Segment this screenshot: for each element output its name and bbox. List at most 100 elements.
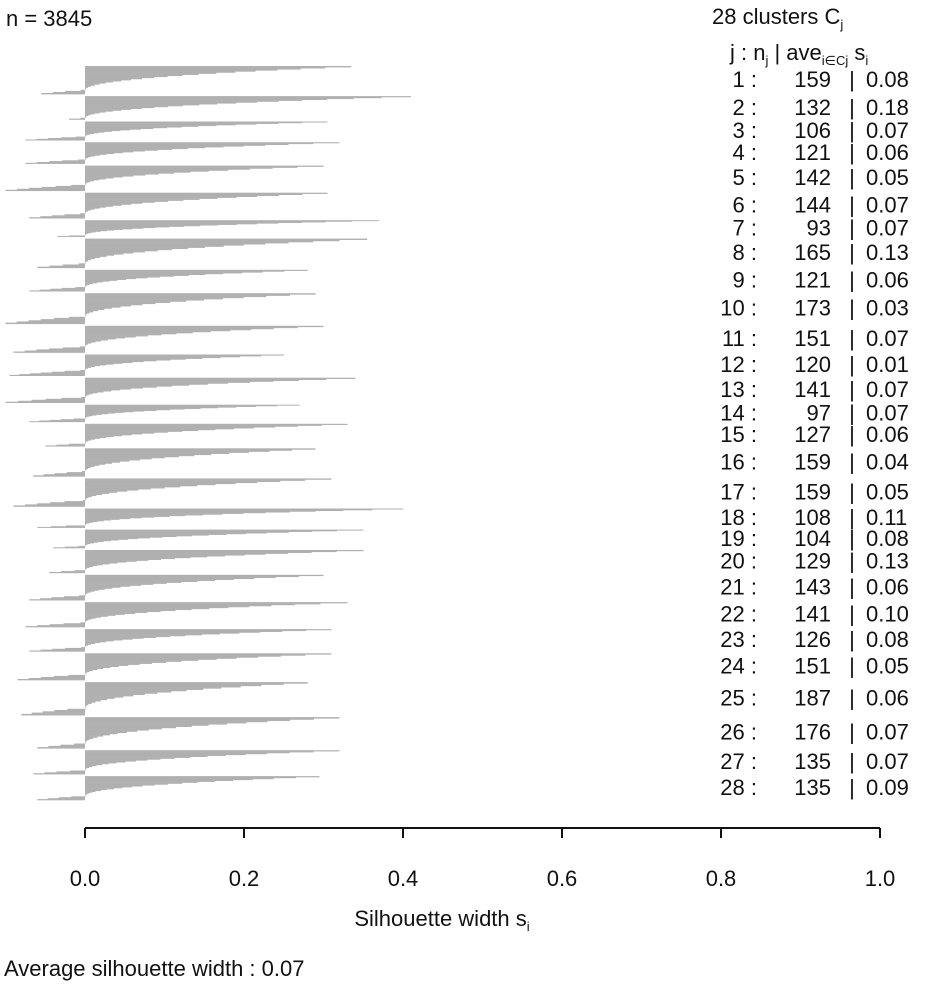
- silhouette-bar: [85, 699, 101, 702]
- silhouette-bar: [85, 224, 237, 225]
- silhouette-bar: [85, 358, 186, 360]
- silhouette-bar: [51, 597, 85, 599]
- silhouette-bar: [82, 471, 85, 473]
- row-j: 24 :: [720, 654, 757, 679]
- silhouette-bar: [85, 330, 211, 333]
- silhouette-bar: [80, 117, 85, 119]
- silhouette-bar: [85, 257, 95, 260]
- cluster-4-bars: [25, 142, 340, 164]
- silhouette-bar: [85, 363, 114, 365]
- silhouette-bar: [85, 271, 263, 273]
- silhouette-bar: [85, 668, 98, 671]
- silhouette-bar: [85, 227, 156, 229]
- silhouette-bar: [85, 531, 289, 533]
- silhouette-bar: [49, 572, 85, 574]
- silhouette-bar: [85, 208, 95, 210]
- silhouette-bar: [85, 260, 88, 262]
- silhouette-bar: [85, 325, 324, 328]
- silhouette-bar: [80, 622, 85, 624]
- silhouette-bar: [85, 610, 161, 613]
- silhouette-bar: [85, 568, 86, 570]
- silhouette-bar: [85, 97, 382, 99]
- silhouette-bar: [85, 98, 328, 100]
- silhouette-bar: [85, 629, 307, 632]
- silhouette-bar: [85, 212, 86, 214]
- silhouette-bar: [64, 596, 85, 598]
- row-n: 165: [794, 240, 831, 265]
- silhouette-bar: [85, 541, 99, 543]
- silhouette-bar: [85, 756, 191, 758]
- silhouette-bar: [85, 732, 118, 735]
- silhouette-bar: [85, 788, 114, 790]
- silhouette-bar: [85, 562, 118, 564]
- silhouette-bar: [85, 429, 216, 431]
- silhouette-bar: [42, 711, 85, 713]
- row-j: 14 :: [720, 400, 757, 425]
- silhouette-bar: [85, 793, 87, 795]
- silhouette-bar: [85, 593, 86, 595]
- silhouette-bar: [85, 534, 209, 536]
- row-sep: |: [849, 400, 855, 425]
- silhouette-bar: [85, 327, 274, 330]
- silhouette-bar: [85, 106, 155, 109]
- silhouette-bar: [85, 176, 123, 178]
- silhouette-bar: [85, 245, 224, 247]
- silhouette-bar: [25, 504, 85, 506]
- row-j: 11 :: [722, 326, 757, 351]
- silhouette-bar: [85, 488, 151, 490]
- silhouette-bar: [85, 279, 118, 281]
- silhouette-bar: [85, 633, 220, 635]
- silhouette-bar: [85, 781, 198, 783]
- silhouette-bar: [85, 75, 168, 78]
- silhouette-bar: [85, 755, 208, 758]
- silhouette-bar: [85, 270, 285, 272]
- row-sep: |: [849, 95, 855, 120]
- silhouette-bar: [16, 321, 86, 323]
- silhouette-bar: [85, 365, 95, 368]
- silhouette-bar: [85, 790, 96, 793]
- silhouette-bar: [85, 760, 136, 762]
- silhouette-bar: [74, 570, 85, 572]
- silhouette-bar: [85, 754, 226, 757]
- silhouette-bar: [85, 520, 104, 522]
- row-sep: |: [849, 165, 855, 190]
- silhouette-bar: [85, 497, 87, 500]
- silhouette-bar: [85, 128, 154, 130]
- silhouette-bar: [85, 467, 88, 470]
- silhouette-bar: [85, 408, 201, 409]
- silhouette-bar: [29, 599, 85, 601]
- silhouette-bar: [85, 480, 281, 482]
- silhouette-bar: [85, 694, 134, 697]
- silhouette-bar: [85, 301, 171, 303]
- silhouette-bar: [85, 550, 364, 552]
- silhouette-bar: [85, 645, 87, 647]
- silhouette-bar: [17, 188, 85, 191]
- silhouette-bar: [68, 443, 85, 445]
- silhouette-bar: [54, 710, 85, 712]
- silhouette-bar: [85, 698, 108, 701]
- row-n: 159: [794, 449, 831, 474]
- silhouette-bar: [85, 66, 352, 68]
- silhouette-bar: [85, 494, 97, 496]
- silhouette-bar: [85, 558, 161, 560]
- silhouette-bar: [85, 407, 218, 409]
- silhouette-bar: [85, 201, 155, 203]
- silhouette-bar: [85, 462, 112, 464]
- silhouette-bar: [85, 442, 86, 444]
- silhouette-bar: [85, 277, 148, 279]
- silhouette-bar: [85, 720, 268, 723]
- silhouette-bar: [85, 730, 138, 732]
- silhouette-bar: [28, 320, 85, 322]
- row-ave: 0.07: [866, 193, 909, 218]
- silhouette-bar: [85, 173, 159, 175]
- row-n: 144: [794, 193, 831, 218]
- silhouette-bar: [73, 418, 85, 420]
- silhouette-bar: [85, 368, 87, 370]
- silhouette-bar: [85, 143, 314, 145]
- row-sep: |: [849, 505, 855, 530]
- silhouette-bar: [85, 635, 186, 637]
- silhouette-bar: [85, 105, 183, 107]
- silhouette-bar: [85, 612, 136, 614]
- silhouette-bar: [85, 739, 88, 742]
- silhouette-bar: [85, 516, 155, 518]
